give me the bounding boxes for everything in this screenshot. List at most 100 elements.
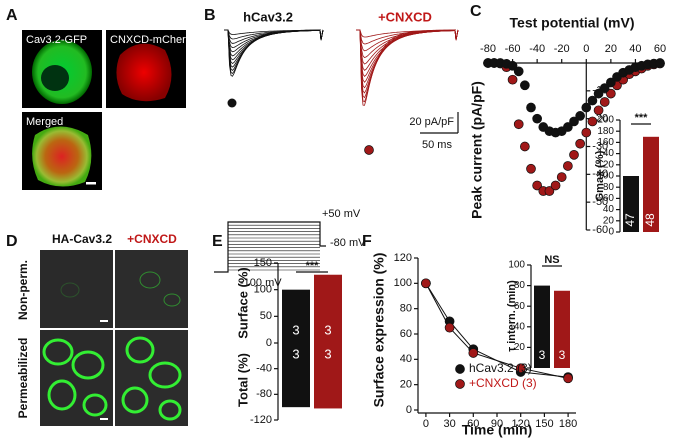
data-point: [444, 322, 455, 333]
image-label: Merged: [26, 116, 63, 128]
data-point: [575, 138, 585, 149]
data-point: [513, 119, 524, 130]
bar: [314, 343, 342, 409]
y-axis-label: Peak current (pA/pF): [469, 81, 485, 219]
data-point: [569, 150, 579, 160]
y-tick-label: 60: [603, 193, 615, 204]
n-label: 3: [324, 322, 331, 337]
image-label: Cav3.2-GFP: [26, 34, 87, 46]
y-tick-label: -50: [592, 196, 608, 208]
x-tick-label: 0: [423, 418, 429, 430]
bar: [554, 290, 570, 368]
panel-label: A: [6, 7, 18, 24]
trace-marker: [227, 98, 237, 108]
y-tick-label: 80: [603, 182, 615, 193]
data-point: [515, 363, 526, 374]
data-point: [587, 116, 598, 127]
bar: [282, 289, 310, 343]
data-point: [575, 111, 585, 121]
panel-label: E: [212, 233, 223, 250]
trace-marker: [364, 145, 374, 155]
y-tick-label: 100: [597, 171, 614, 182]
x-tick-label: -60: [505, 43, 521, 55]
y-tick-label: 60: [400, 328, 412, 340]
x-tick-label: 60: [467, 418, 479, 430]
panel-label: D: [6, 233, 18, 250]
x-axis-label: Time (min): [462, 422, 533, 438]
y-tick-label: 100: [508, 260, 525, 271]
data-point: [532, 113, 542, 124]
y-tick-label: 200: [597, 115, 614, 126]
data-point: [507, 74, 518, 85]
panel-label: B: [204, 7, 216, 24]
y-tick-label: 160: [597, 137, 614, 148]
trace: [224, 29, 324, 41]
bar: [314, 274, 342, 343]
data-point: [581, 127, 592, 138]
data-point: [544, 186, 555, 196]
y-tick-label: 40: [400, 353, 412, 365]
legend-label: +CNXCD (3): [469, 376, 537, 390]
panel-a-images: [22, 30, 186, 190]
data-point: [556, 172, 567, 182]
n-label: 3: [292, 322, 299, 337]
data-point: [599, 83, 610, 93]
data-point: [655, 58, 665, 68]
scale-label: 50 ms: [422, 139, 452, 151]
n-label: 3: [539, 348, 546, 362]
column-label: HA-Cav3.2: [52, 232, 112, 246]
x-tick-label: 90: [491, 418, 503, 430]
row-label: Permeabilized: [16, 338, 30, 419]
data-point: [532, 180, 542, 191]
y-tick-label: -40: [256, 363, 272, 375]
bar: [282, 343, 310, 408]
panel-label: C: [470, 3, 482, 20]
n-label: 47: [623, 213, 637, 227]
y-axis-label: τ intern. (min): [506, 280, 518, 352]
data-point: [599, 97, 610, 107]
legend-label: hCav3.2 (3): [469, 361, 532, 375]
y-tick-label: 100: [394, 277, 412, 289]
trace: [356, 29, 459, 106]
y-tick-label: 0: [608, 227, 614, 238]
data-point: [520, 80, 530, 91]
y-tick-label: 150: [254, 257, 272, 269]
data-point: [606, 77, 616, 88]
data-point: [507, 60, 518, 71]
data-point: [526, 102, 536, 113]
trace: [224, 29, 324, 77]
protocol-label: -100 mV: [240, 277, 282, 289]
y-axis-label: Total (%): [235, 353, 250, 407]
data-point: [563, 122, 573, 132]
trace: [224, 29, 324, 75]
current-traces: [224, 29, 459, 106]
data-point: [593, 105, 604, 116]
y-axis-label: Surface expression (%): [371, 253, 387, 408]
y-tick-label: 40: [514, 321, 526, 332]
y-tick-label: -120: [250, 414, 272, 426]
y-tick-label: 0: [406, 404, 412, 416]
y-tick-label: 100: [254, 284, 272, 296]
x-tick-label: -20: [554, 43, 570, 55]
y-tick-label: 80: [514, 280, 526, 291]
data-point: [421, 278, 431, 289]
data-point: [593, 88, 604, 99]
y-tick-label: 140: [597, 148, 614, 159]
legend-marker: [455, 364, 465, 374]
x-tick-label: 40: [629, 43, 641, 55]
scale-bar: [420, 112, 459, 134]
y-tick-label: -40: [592, 168, 608, 180]
image-label: CNXCD-mCherry: [110, 34, 195, 46]
x-tick-label: 60: [654, 43, 666, 55]
data-point: [550, 180, 561, 191]
condition-label: +CNXCD: [378, 9, 432, 24]
x-tick-label: 180: [559, 418, 577, 430]
x-tick-label: 120: [512, 418, 530, 430]
y-tick-label: 40: [603, 204, 615, 215]
x-tick-label: 20: [605, 43, 617, 55]
bar: [623, 176, 639, 232]
voltage-protocol: [214, 221, 326, 273]
chart-title: Test potential (mV): [510, 15, 635, 31]
y-tick-label: -30: [592, 140, 608, 152]
y-axis-label: Gmax (%): [594, 150, 606, 201]
